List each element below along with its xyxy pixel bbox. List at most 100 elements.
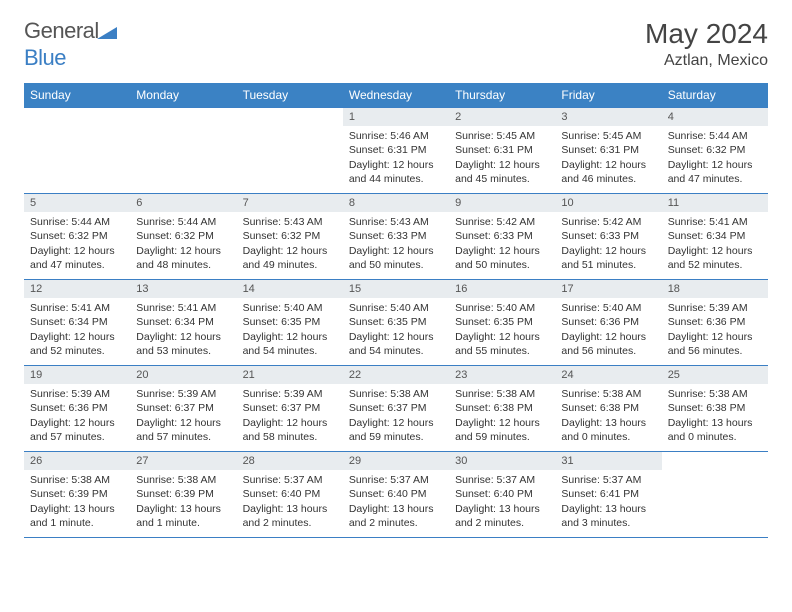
sunset-line: Sunset: 6:35 PM	[349, 315, 443, 329]
calendar-row: 12Sunrise: 5:41 AMSunset: 6:34 PMDayligh…	[24, 280, 768, 366]
day-number: 14	[237, 280, 343, 298]
calendar-body: ......1Sunrise: 5:46 AMSunset: 6:31 PMDa…	[24, 108, 768, 538]
page-title: May 2024	[645, 18, 768, 50]
sunrise-line: Sunrise: 5:39 AM	[136, 387, 230, 401]
calendar-cell: 5Sunrise: 5:44 AMSunset: 6:32 PMDaylight…	[24, 194, 130, 280]
day-details: Sunrise: 5:39 AMSunset: 6:37 PMDaylight:…	[237, 384, 343, 447]
day-details: Sunrise: 5:37 AMSunset: 6:41 PMDaylight:…	[555, 470, 661, 533]
daylight-line: Daylight: 12 hours and 45 minutes.	[455, 158, 549, 186]
sunset-line: Sunset: 6:32 PM	[136, 229, 230, 243]
logo-triangle-icon	[97, 19, 117, 45]
day-number: 2	[449, 108, 555, 126]
sunset-line: Sunset: 6:37 PM	[243, 401, 337, 415]
daylight-line: Daylight: 12 hours and 56 minutes.	[561, 330, 655, 358]
sunrise-line: Sunrise: 5:38 AM	[136, 473, 230, 487]
daylight-line: Daylight: 12 hours and 55 minutes.	[455, 330, 549, 358]
weekday-header: Thursday	[449, 83, 555, 108]
sunset-line: Sunset: 6:33 PM	[455, 229, 549, 243]
day-number: 18	[662, 280, 768, 298]
calendar-cell: 20Sunrise: 5:39 AMSunset: 6:37 PMDayligh…	[130, 366, 236, 452]
day-details: Sunrise: 5:38 AMSunset: 6:38 PMDaylight:…	[555, 384, 661, 447]
daylight-line: Daylight: 12 hours and 59 minutes.	[349, 416, 443, 444]
day-number: 12	[24, 280, 130, 298]
calendar-cell: 15Sunrise: 5:40 AMSunset: 6:35 PMDayligh…	[343, 280, 449, 366]
day-details: Sunrise: 5:42 AMSunset: 6:33 PMDaylight:…	[449, 212, 555, 275]
calendar-cell: 6Sunrise: 5:44 AMSunset: 6:32 PMDaylight…	[130, 194, 236, 280]
calendar-row: 19Sunrise: 5:39 AMSunset: 6:36 PMDayligh…	[24, 366, 768, 452]
sunrise-line: Sunrise: 5:42 AM	[455, 215, 549, 229]
calendar-cell: 25Sunrise: 5:38 AMSunset: 6:38 PMDayligh…	[662, 366, 768, 452]
sunrise-line: Sunrise: 5:38 AM	[349, 387, 443, 401]
day-number: 22	[343, 366, 449, 384]
sunrise-line: Sunrise: 5:39 AM	[243, 387, 337, 401]
sunset-line: Sunset: 6:32 PM	[30, 229, 124, 243]
sunrise-line: Sunrise: 5:40 AM	[455, 301, 549, 315]
sunset-line: Sunset: 6:38 PM	[668, 401, 762, 415]
calendar-cell: 18Sunrise: 5:39 AMSunset: 6:36 PMDayligh…	[662, 280, 768, 366]
weekday-header: Monday	[130, 83, 236, 108]
sunrise-line: Sunrise: 5:40 AM	[349, 301, 443, 315]
day-details: Sunrise: 5:42 AMSunset: 6:33 PMDaylight:…	[555, 212, 661, 275]
calendar-cell: 26Sunrise: 5:38 AMSunset: 6:39 PMDayligh…	[24, 452, 130, 538]
sunset-line: Sunset: 6:32 PM	[668, 143, 762, 157]
calendar-cell: ..	[24, 108, 130, 194]
sunset-line: Sunset: 6:38 PM	[455, 401, 549, 415]
sunset-line: Sunset: 6:33 PM	[561, 229, 655, 243]
sunset-line: Sunset: 6:31 PM	[455, 143, 549, 157]
daylight-line: Daylight: 12 hours and 52 minutes.	[30, 330, 124, 358]
day-details: Sunrise: 5:44 AMSunset: 6:32 PMDaylight:…	[662, 126, 768, 189]
calendar-row: 26Sunrise: 5:38 AMSunset: 6:39 PMDayligh…	[24, 452, 768, 538]
day-number: 26	[24, 452, 130, 470]
sunrise-line: Sunrise: 5:38 AM	[30, 473, 124, 487]
day-details: Sunrise: 5:40 AMSunset: 6:35 PMDaylight:…	[343, 298, 449, 361]
daylight-line: Daylight: 12 hours and 54 minutes.	[243, 330, 337, 358]
calendar-cell: 14Sunrise: 5:40 AMSunset: 6:35 PMDayligh…	[237, 280, 343, 366]
daylight-line: Daylight: 12 hours and 50 minutes.	[349, 244, 443, 272]
daylight-line: Daylight: 12 hours and 48 minutes.	[136, 244, 230, 272]
sunset-line: Sunset: 6:34 PM	[668, 229, 762, 243]
day-number: 17	[555, 280, 661, 298]
day-number: 19	[24, 366, 130, 384]
daylight-line: Daylight: 12 hours and 46 minutes.	[561, 158, 655, 186]
day-details: Sunrise: 5:39 AMSunset: 6:36 PMDaylight:…	[24, 384, 130, 447]
sunset-line: Sunset: 6:35 PM	[243, 315, 337, 329]
sunset-line: Sunset: 6:36 PM	[30, 401, 124, 415]
sunset-line: Sunset: 6:38 PM	[561, 401, 655, 415]
weekday-header: Sunday	[24, 83, 130, 108]
calendar-head: SundayMondayTuesdayWednesdayThursdayFrid…	[24, 83, 768, 108]
sunset-line: Sunset: 6:31 PM	[561, 143, 655, 157]
sunset-line: Sunset: 6:40 PM	[455, 487, 549, 501]
weekday-header: Friday	[555, 83, 661, 108]
calendar-cell: 7Sunrise: 5:43 AMSunset: 6:32 PMDaylight…	[237, 194, 343, 280]
day-number: 25	[662, 366, 768, 384]
day-details: Sunrise: 5:39 AMSunset: 6:37 PMDaylight:…	[130, 384, 236, 447]
daylight-line: Daylight: 12 hours and 44 minutes.	[349, 158, 443, 186]
calendar-cell: 21Sunrise: 5:39 AMSunset: 6:37 PMDayligh…	[237, 366, 343, 452]
sunset-line: Sunset: 6:39 PM	[30, 487, 124, 501]
day-number: 24	[555, 366, 661, 384]
calendar-cell: ..	[662, 452, 768, 538]
day-details: Sunrise: 5:39 AMSunset: 6:36 PMDaylight:…	[662, 298, 768, 361]
logo-part1: General	[24, 18, 99, 43]
daylight-line: Daylight: 13 hours and 2 minutes.	[243, 502, 337, 530]
day-number: 29	[343, 452, 449, 470]
calendar-cell: 2Sunrise: 5:45 AMSunset: 6:31 PMDaylight…	[449, 108, 555, 194]
calendar-cell: 11Sunrise: 5:41 AMSunset: 6:34 PMDayligh…	[662, 194, 768, 280]
sunrise-line: Sunrise: 5:39 AM	[30, 387, 124, 401]
day-number: 16	[449, 280, 555, 298]
calendar-table: SundayMondayTuesdayWednesdayThursdayFrid…	[24, 83, 768, 538]
daylight-line: Daylight: 12 hours and 51 minutes.	[561, 244, 655, 272]
calendar-cell: 22Sunrise: 5:38 AMSunset: 6:37 PMDayligh…	[343, 366, 449, 452]
calendar-cell: 8Sunrise: 5:43 AMSunset: 6:33 PMDaylight…	[343, 194, 449, 280]
sunset-line: Sunset: 6:35 PM	[455, 315, 549, 329]
daylight-line: Daylight: 12 hours and 56 minutes.	[668, 330, 762, 358]
daylight-line: Daylight: 13 hours and 3 minutes.	[561, 502, 655, 530]
calendar-cell: 10Sunrise: 5:42 AMSunset: 6:33 PMDayligh…	[555, 194, 661, 280]
daylight-line: Daylight: 12 hours and 57 minutes.	[30, 416, 124, 444]
day-details: Sunrise: 5:37 AMSunset: 6:40 PMDaylight:…	[449, 470, 555, 533]
sunrise-line: Sunrise: 5:44 AM	[30, 215, 124, 229]
day-number: 11	[662, 194, 768, 212]
day-number: 15	[343, 280, 449, 298]
sunrise-line: Sunrise: 5:45 AM	[561, 129, 655, 143]
calendar-row: ......1Sunrise: 5:46 AMSunset: 6:31 PMDa…	[24, 108, 768, 194]
